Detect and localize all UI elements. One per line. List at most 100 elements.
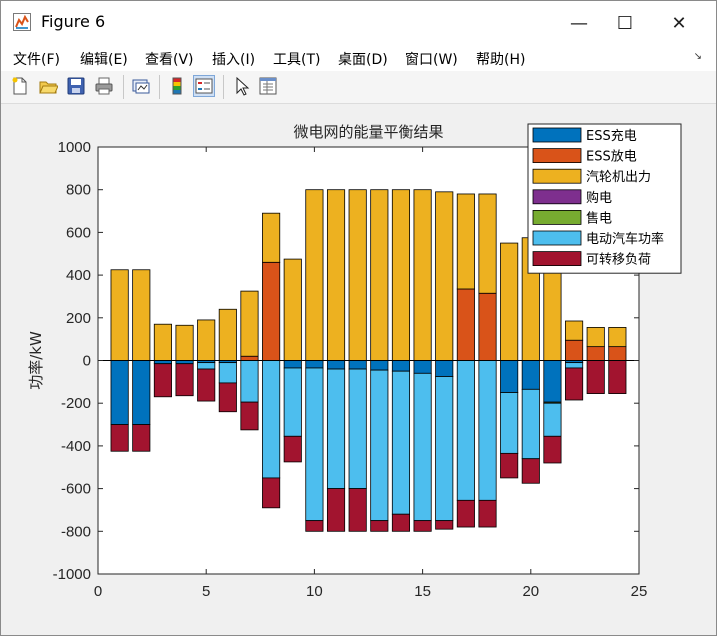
bar-segment[interactable] <box>391 370 411 515</box>
menu-tools[interactable]: 工具(T) <box>273 52 321 68</box>
bar-segment[interactable] <box>413 520 432 532</box>
bar-segment[interactable] <box>262 261 281 361</box>
print-icon[interactable] <box>94 76 114 96</box>
bar-segment[interactable] <box>413 360 432 374</box>
bar-segment[interactable] <box>370 360 389 371</box>
bar-segment[interactable] <box>348 360 367 370</box>
bar-segment[interactable] <box>197 362 216 370</box>
new-figure-icon[interactable] <box>10 76 30 96</box>
bar-segment[interactable] <box>456 288 475 361</box>
bar-segment[interactable] <box>478 360 497 501</box>
bar-segment[interactable] <box>110 360 129 425</box>
bar-segment[interactable] <box>500 360 519 393</box>
bar-segment[interactable] <box>543 360 562 403</box>
bar-segment[interactable] <box>391 189 411 361</box>
legend-icon[interactable] <box>193 75 215 97</box>
menu-help[interactable]: 帮助(H) <box>476 52 526 68</box>
bar-segment[interactable] <box>240 355 259 361</box>
bar-segment[interactable] <box>391 360 411 372</box>
pointer-icon[interactable] <box>232 76 252 96</box>
bar-chart[interactable]: -1000 -800 -600 -400 -200 0 200 400 600 800 1000 0 5… <box>1 104 716 635</box>
bar-segment[interactable] <box>435 376 454 522</box>
bar-segment[interactable] <box>608 360 627 394</box>
bar-segment[interactable] <box>500 392 519 454</box>
bar-segment[interactable] <box>608 346 627 361</box>
bar-segment[interactable] <box>456 360 475 501</box>
link-plot-icon[interactable] <box>131 76 151 96</box>
bar-segment[interactable] <box>586 346 605 361</box>
bar-segment[interactable] <box>305 360 324 369</box>
bar-segment[interactable] <box>608 327 627 348</box>
bar-segment[interactable] <box>197 319 216 361</box>
bar-segment[interactable] <box>435 520 454 530</box>
bar-segment[interactable] <box>456 193 475 290</box>
bar-segment[interactable] <box>543 435 562 464</box>
bar-segment[interactable] <box>132 424 151 452</box>
bar-segment[interactable] <box>326 189 346 361</box>
bar-segment[interactable] <box>305 367 324 522</box>
bar-segment[interactable] <box>478 193 497 294</box>
bar-segment[interactable] <box>262 360 281 479</box>
menu-edit[interactable]: 编辑(E) <box>80 52 128 68</box>
bar-segment[interactable] <box>218 308 237 361</box>
bar-segment[interactable] <box>283 360 302 369</box>
bar-segment[interactable] <box>305 520 324 532</box>
bar-segment[interactable] <box>478 292 497 361</box>
bar-segment[interactable] <box>175 324 194 361</box>
bar-segment[interactable] <box>521 388 540 460</box>
menu-file[interactable]: 文件(F) <box>13 52 60 68</box>
bar-segment[interactable] <box>240 290 259 357</box>
menu-insert[interactable]: 插入(I) <box>212 52 256 68</box>
open-file-icon[interactable] <box>38 76 58 96</box>
menu-desktop[interactable]: 桌面(D) <box>338 52 388 68</box>
bar-segment[interactable] <box>218 382 237 413</box>
bar-segment[interactable] <box>348 189 367 361</box>
save-icon[interactable] <box>66 76 86 96</box>
bar-segment[interactable] <box>326 488 346 532</box>
bar-segment[interactable] <box>456 499 475 528</box>
minimize-button[interactable]: — <box>570 12 588 34</box>
bar-segment[interactable] <box>478 499 497 528</box>
bar-segment[interactable] <box>305 189 324 361</box>
bar-segment[interactable] <box>413 372 432 522</box>
bar-segment[interactable] <box>283 258 302 361</box>
bar-segment[interactable] <box>240 360 259 403</box>
bar-segment[interactable] <box>240 401 259 431</box>
bar-segment[interactable] <box>197 368 216 402</box>
bar-segment[interactable] <box>218 362 237 384</box>
bar-segment[interactable] <box>543 402 562 437</box>
bar-segment[interactable] <box>348 368 367 490</box>
bar-segment[interactable] <box>153 323 172 361</box>
bar-segment[interactable] <box>326 368 346 490</box>
bar-segment[interactable] <box>435 360 454 377</box>
colorbar-icon[interactable] <box>167 76 187 96</box>
bar-segment[interactable] <box>110 424 129 452</box>
bar-segment[interactable] <box>262 477 281 509</box>
property-inspector-icon[interactable] <box>258 76 278 96</box>
bar-segment[interactable] <box>283 367 302 437</box>
bar-segment[interactable] <box>565 339 584 361</box>
bar-segment[interactable] <box>175 363 194 397</box>
bar-segment[interactable] <box>370 189 389 361</box>
bar-segment[interactable] <box>500 242 519 361</box>
toolbar-overflow-icon[interactable]: ↘ <box>693 51 702 62</box>
bar-segment[interactable] <box>435 191 454 361</box>
bar-segment[interactable] <box>565 320 584 341</box>
bar-segment[interactable] <box>132 360 151 425</box>
bar-segment[interactable] <box>500 452 519 479</box>
maximize-button[interactable]: ☐ <box>616 12 634 34</box>
bar-segment[interactable] <box>370 369 389 522</box>
bar-segment[interactable] <box>348 488 367 532</box>
bar-segment[interactable] <box>565 367 584 401</box>
bar-segment[interactable] <box>153 363 172 398</box>
bar-segment[interactable] <box>586 327 605 348</box>
close-button[interactable]: ✕ <box>671 12 687 34</box>
bar-segment[interactable] <box>262 212 281 263</box>
bar-segment[interactable] <box>586 360 605 394</box>
bar-segment[interactable] <box>110 269 129 361</box>
bar-segment[interactable] <box>391 513 411 532</box>
bar-segment[interactable] <box>132 269 151 361</box>
bar-segment[interactable] <box>370 520 389 532</box>
bar-segment[interactable] <box>565 362 584 369</box>
